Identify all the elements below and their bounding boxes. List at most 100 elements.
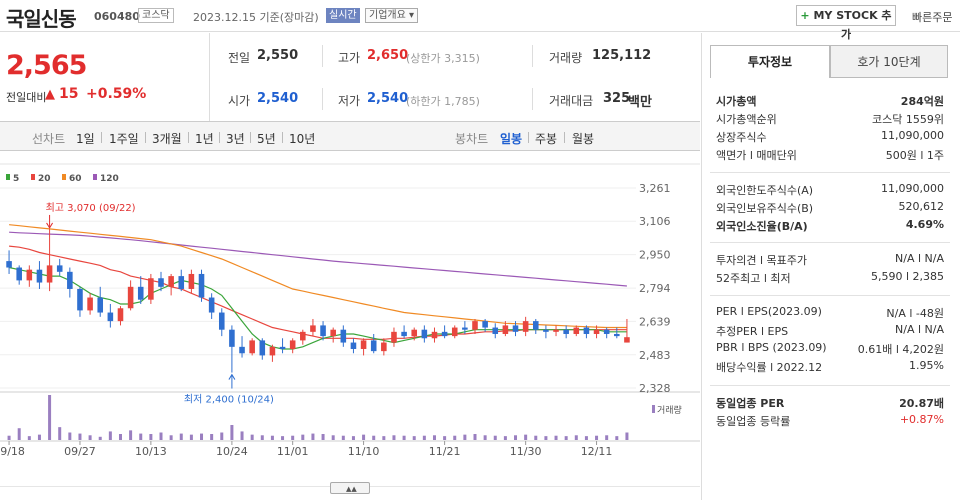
x-tick-label: 10/24	[216, 445, 248, 458]
x-tick-label: 11/21	[429, 445, 461, 458]
volume-bar	[341, 435, 345, 440]
divider	[710, 295, 950, 296]
volume-bar	[514, 435, 518, 440]
volume-bar	[412, 436, 416, 440]
chart-scroll-handle[interactable]: ▲▲	[330, 482, 370, 494]
invest-row: 시가총액 284억원	[716, 91, 944, 109]
candle-body	[137, 286, 144, 300]
down-arrow-icon	[46, 222, 54, 229]
amount-unit: 백만	[628, 95, 652, 110]
invest-row-value: N/A l -48원	[886, 307, 944, 320]
candle-body	[360, 340, 367, 349]
candle-daily[interactable]: 일봉	[500, 132, 523, 146]
candle-body	[350, 342, 357, 349]
min-annotation: 최저 2,400 (10/24)	[184, 394, 274, 406]
candle-body	[16, 267, 22, 281]
ma-legend-swatch	[93, 174, 97, 180]
divider	[532, 88, 533, 110]
period-3y[interactable]: 3년	[226, 132, 245, 146]
candle-body	[603, 329, 610, 334]
volume-bar	[108, 431, 112, 440]
price-chart[interactable]: 3,261 3,106 2,950 2,794 2,639 2,483 2,328 5 20 60…	[0, 152, 700, 500]
invest-row: 52주최고 l 최저 5,590 l 2,385	[716, 268, 944, 286]
max-annotation: 최고 3,070 (09/22)	[46, 202, 136, 214]
candle-body	[36, 269, 43, 283]
low-value: 2,540	[367, 91, 409, 106]
volume-bar	[260, 435, 264, 440]
x-tick-label: 11/10	[348, 445, 380, 458]
volume-bar	[554, 435, 558, 440]
invest-row-value: 11,090,000	[881, 129, 944, 142]
amount-label: 거래대금	[549, 94, 594, 108]
volume-bar	[331, 435, 335, 440]
quick-order-link[interactable]: 빠른주문	[912, 11, 953, 24]
x-tick-label: 09/27	[64, 445, 96, 458]
period-5y[interactable]: 5년	[257, 132, 276, 146]
candle-monthly[interactable]: 월봉	[572, 132, 595, 146]
candle-body	[178, 276, 185, 289]
candle-body	[320, 325, 326, 337]
volume-bar	[402, 435, 406, 440]
y-tick-label: 3,261	[639, 182, 671, 195]
volume-bar	[159, 432, 163, 440]
invest-row: 외국인한도주식수(A) 11,090,000	[716, 180, 944, 198]
tab-orderbook[interactable]: 호가 10단계	[830, 45, 948, 78]
volume-bar	[220, 432, 224, 440]
ma-legend-label: 60	[69, 174, 82, 184]
invest-row-label: 52주최고 l 최저	[716, 272, 791, 285]
tab-invest-info[interactable]: 투자정보	[710, 45, 830, 78]
period-3m[interactable]: 3개월	[152, 132, 182, 146]
x-tick-label: 11/30	[510, 445, 542, 458]
line-chart-tab[interactable]: 선차트	[32, 132, 66, 146]
ma-legend-label: 5	[13, 174, 19, 184]
invest-row-value: 520,612	[898, 200, 945, 213]
divider	[250, 132, 251, 143]
high-label: 고가	[338, 51, 361, 65]
period-10y[interactable]: 10년	[289, 132, 316, 146]
candle-body	[441, 331, 448, 337]
invest-row-value: 11,090,000	[881, 182, 944, 195]
period-1d[interactable]: 1일	[76, 132, 95, 146]
volume-bar	[250, 434, 254, 440]
volume-bar	[311, 433, 315, 440]
volume-bar	[37, 434, 41, 440]
invest-row-value: 500원 l 1주	[885, 149, 944, 162]
candle-body	[279, 346, 286, 349]
candle-body	[218, 312, 225, 330]
candle-body	[522, 321, 529, 332]
candle-weekly[interactable]: 주봉	[535, 132, 558, 146]
header-bar	[0, 0, 960, 32]
candle-body	[512, 325, 519, 332]
period-1w[interactable]: 1주일	[109, 132, 139, 146]
period-1y[interactable]: 1년	[195, 132, 214, 146]
candle-body	[6, 261, 12, 268]
volume-bar	[524, 434, 528, 440]
volume-bar	[564, 436, 568, 440]
volume-bar	[139, 433, 143, 440]
invest-row: 외국인보유주식수(B) 520,612	[716, 198, 944, 216]
y-tick-label: 2,483	[639, 349, 671, 362]
candle-body	[46, 265, 53, 283]
candle-body	[158, 278, 164, 287]
volume-bar	[291, 435, 295, 440]
x-tick-label: 09/18	[0, 445, 25, 458]
invest-row-value: 20.87배	[899, 397, 944, 410]
y-tick-label: 2,328	[639, 382, 671, 395]
candle-chart-tab[interactable]: 봉차트	[455, 132, 489, 146]
divider	[188, 132, 189, 143]
candle-body	[391, 331, 397, 343]
open-label: 시가	[228, 94, 251, 108]
high-value: 2,650	[367, 48, 409, 63]
candle-body	[148, 278, 154, 300]
realtime-badge[interactable]: 실시간	[326, 8, 360, 23]
invest-row-value: N/A l N/A	[895, 252, 944, 265]
volume-bar	[382, 436, 386, 440]
my-stock-add-button[interactable]: + MY STOCK 추가	[796, 5, 896, 41]
volume-value: 125,112	[592, 48, 652, 63]
volume-bar	[149, 434, 153, 440]
company-overview-button[interactable]: 기업개요 ▾	[365, 8, 418, 23]
invest-row: 동일업종 등락률 +0.87%	[716, 411, 944, 429]
invest-row-value: 4.69%	[905, 218, 944, 231]
change-value: 15	[59, 86, 79, 102]
invest-row: 추정PER l EPS N/A l N/A	[716, 321, 944, 339]
